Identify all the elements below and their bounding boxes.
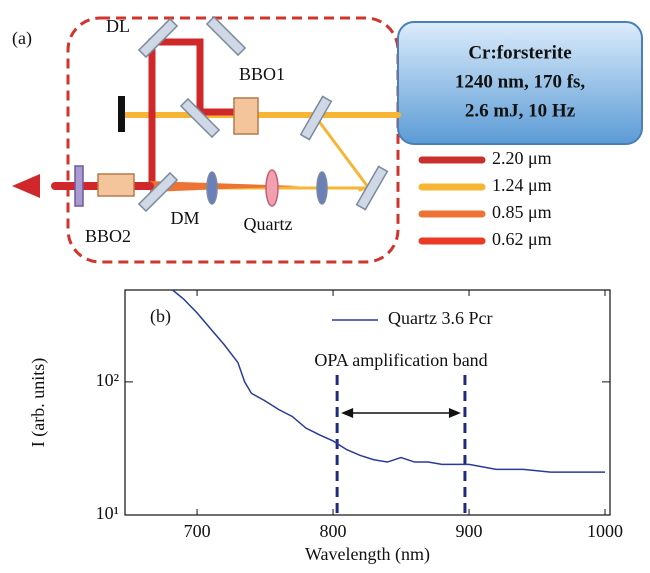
y-tick-label: 10² (96, 370, 119, 390)
beam (150, 181, 300, 192)
lens (206, 171, 218, 205)
component-label: DL (106, 16, 130, 36)
optics (74, 15, 389, 213)
laser-spec: 1240 nm, 170 fs, (455, 71, 586, 92)
y-axis-label: I (arb. units) (28, 358, 49, 447)
x-tick-label: 800 (320, 521, 347, 541)
beam-label: 1.24 μm (492, 175, 552, 195)
x-tick-label: 1000 (587, 521, 623, 541)
panel-label: (a) (12, 28, 32, 49)
beam-label: 0.62 μm (492, 229, 552, 249)
x-axis-label: Wavelength (nm) (305, 544, 430, 565)
y-tick-label: 10¹ (96, 503, 119, 523)
arrow-head (341, 408, 354, 418)
lens (316, 171, 328, 205)
mirror (137, 17, 179, 59)
mirror (355, 165, 389, 211)
laser-box (397, 21, 643, 145)
component-label: DM (170, 208, 199, 228)
laser-name: Cr:forsterite (468, 42, 571, 63)
filter (74, 165, 84, 207)
crystal (233, 97, 259, 135)
legend-label: Quartz 3.6 Pcr (388, 308, 492, 328)
data-line (172, 290, 605, 473)
quartz-plate (265, 169, 279, 207)
component-label: BBO1 (239, 64, 285, 84)
component-label: Quartz (244, 214, 293, 234)
arrow-head (448, 408, 461, 418)
beam (148, 38, 244, 189)
arrow-head (12, 174, 40, 198)
x-tick-label: 900 (456, 521, 483, 541)
dichroic-mirror (137, 171, 179, 213)
beam-block (118, 96, 125, 132)
laser-spec: 2.6 mJ, 10 Hz (465, 100, 576, 121)
plot-frame (124, 289, 611, 516)
mirror (205, 15, 247, 57)
beam-label: 0.85 μm (492, 202, 552, 222)
mirror (299, 95, 333, 141)
component-label: BBO2 (85, 226, 131, 246)
beam-legend: 2.20 μm 1.24 μm 0.85 μm 0.62 μm (418, 148, 552, 249)
mirror (179, 97, 221, 139)
chart: 700 800 900 1000 10¹ 10² Wavelength (nm) I (arb… (28, 289, 623, 565)
setup-frame (66, 16, 400, 264)
x-tick-label: 700 (184, 521, 211, 541)
crystal (97, 173, 135, 197)
beam-label: 2.20 μm (492, 148, 552, 168)
band-label: OPA amplification band (314, 350, 487, 370)
panel-label: (b) (150, 306, 171, 327)
